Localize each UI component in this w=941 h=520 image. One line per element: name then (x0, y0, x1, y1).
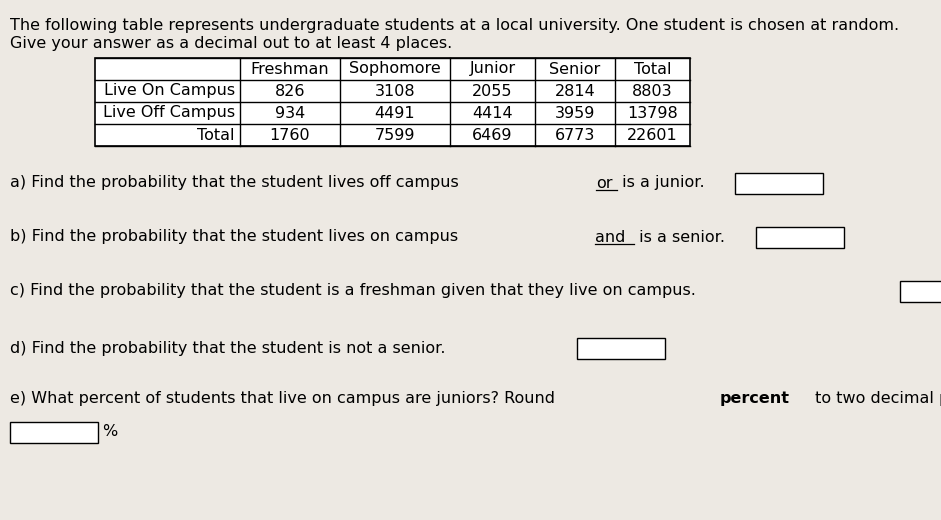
Text: 13798: 13798 (627, 106, 678, 121)
Text: a) Find the probability that the student lives off campus: a) Find the probability that the student… (10, 175, 464, 190)
Text: 826: 826 (275, 84, 305, 98)
Text: Senior: Senior (550, 61, 600, 76)
Text: The following table represents undergraduate students at a local university. One: The following table represents undergrad… (10, 18, 899, 33)
Text: 1760: 1760 (270, 127, 311, 142)
Text: is a senior.: is a senior. (634, 229, 725, 244)
Text: 3959: 3959 (555, 106, 596, 121)
Text: 2055: 2055 (472, 84, 513, 98)
Text: 6469: 6469 (472, 127, 513, 142)
Text: 4414: 4414 (472, 106, 513, 121)
Text: Total: Total (633, 61, 671, 76)
Text: 7599: 7599 (375, 127, 415, 142)
Text: is a junior.: is a junior. (617, 175, 705, 190)
Text: Sophomore: Sophomore (349, 61, 441, 76)
Text: or: or (596, 175, 613, 190)
Text: Junior: Junior (470, 61, 516, 76)
Text: 4491: 4491 (375, 106, 415, 121)
Text: 3108: 3108 (375, 84, 415, 98)
Bar (757, 227, 844, 248)
Text: percent: percent (720, 391, 789, 406)
Text: Live On Campus: Live On Campus (104, 84, 235, 98)
Bar (95, 58, 690, 146)
Text: 934: 934 (275, 106, 305, 121)
Text: e) What percent of students that live on campus are juniors? Round: e) What percent of students that live on… (10, 391, 560, 406)
Text: Live Off Campus: Live Off Campus (103, 106, 235, 121)
Text: Give your answer as a decimal out to at least 4 places.: Give your answer as a decimal out to at … (10, 36, 453, 51)
Text: d) Find the probability that the student is not a senior.: d) Find the probability that the student… (10, 341, 445, 356)
Text: 2814: 2814 (554, 84, 596, 98)
Text: c) Find the probability that the student is a freshman given that they live on c: c) Find the probability that the student… (10, 283, 696, 298)
Text: to two decimal places.: to two decimal places. (810, 391, 941, 406)
Bar (10, 422, 98, 443)
Bar (735, 173, 823, 193)
Text: 8803: 8803 (632, 84, 673, 98)
Bar (900, 280, 941, 302)
Text: b) Find the probability that the student lives on campus: b) Find the probability that the student… (10, 229, 463, 244)
Text: Total: Total (198, 127, 235, 142)
Text: %: % (102, 424, 118, 439)
Bar (577, 337, 665, 358)
Text: 22601: 22601 (627, 127, 678, 142)
Text: and: and (595, 229, 625, 244)
Text: Freshman: Freshman (250, 61, 329, 76)
Text: 6773: 6773 (555, 127, 596, 142)
